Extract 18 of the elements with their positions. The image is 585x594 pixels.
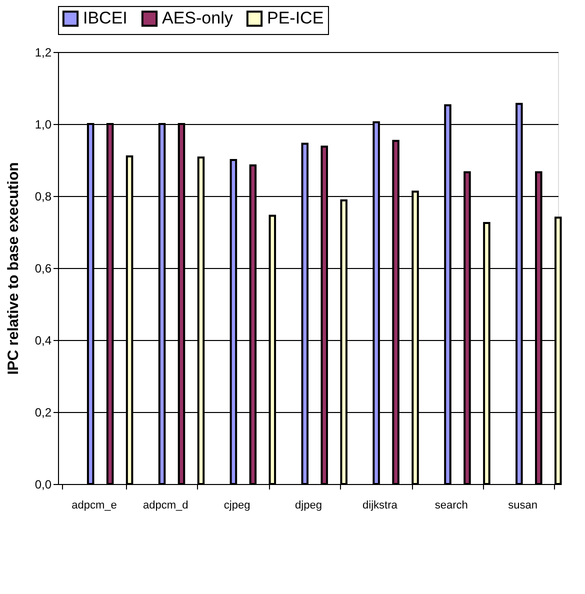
x-tick-label: djpeg <box>295 500 322 512</box>
x-tick-label: susan <box>508 500 538 512</box>
y-tick-label: 0,0 <box>34 478 52 492</box>
legend-label: IBCEI <box>83 8 128 28</box>
x-tick-label: adpcm_d <box>143 500 188 512</box>
y-tick-label: 0,4 <box>34 334 52 348</box>
y-tick-label: 1,2 <box>34 46 52 60</box>
y-axis-title: IPC relative to base execution <box>4 162 22 375</box>
x-tick-label: dijkstra <box>362 500 398 512</box>
y-tick-label: 0,8 <box>34 190 52 204</box>
y-tick-label: 0,2 <box>34 406 52 420</box>
legend-label: AES-only <box>162 8 234 28</box>
y-tick-label: 1,0 <box>34 118 52 132</box>
legend-label: PE-ICE <box>267 8 324 28</box>
x-tick-label: search <box>434 500 468 512</box>
y-tick-label: 0,6 <box>34 262 52 276</box>
x-tick-label: adpcm_e <box>72 500 117 512</box>
x-tick-label: cjpeg <box>224 500 250 512</box>
